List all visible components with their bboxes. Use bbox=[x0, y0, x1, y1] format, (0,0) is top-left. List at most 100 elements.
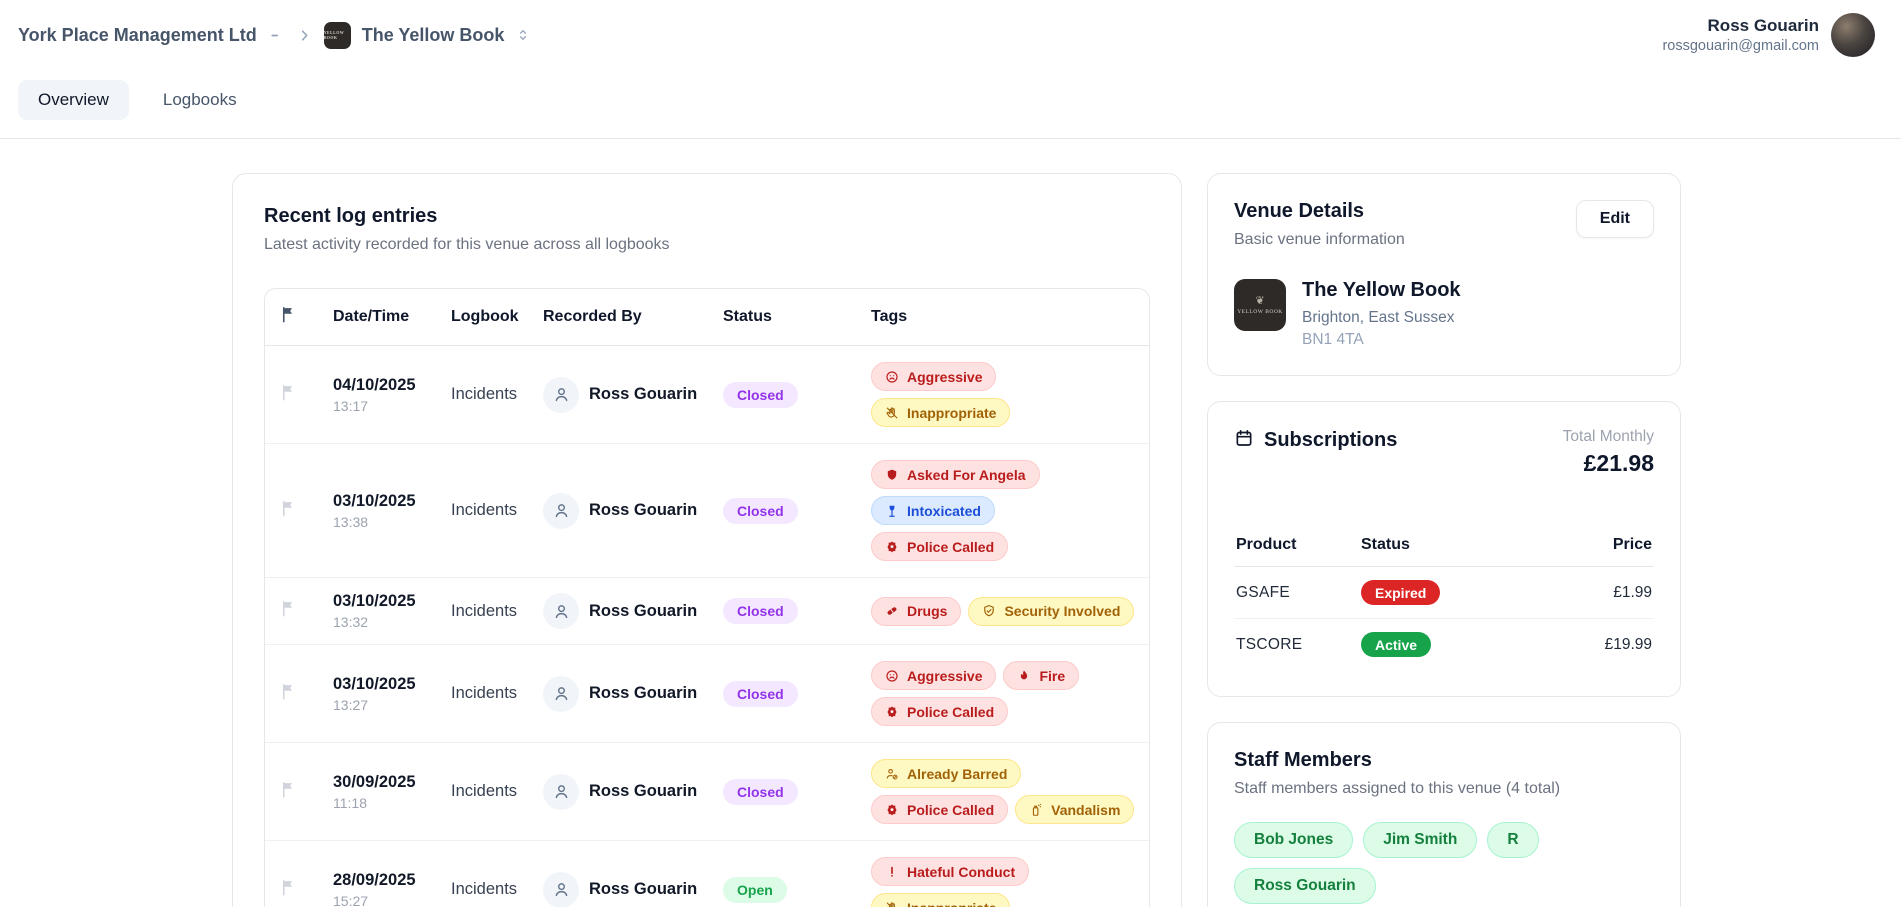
venue-logo: ❦ YELLOW BOOK bbox=[1234, 279, 1286, 331]
police-badge-icon bbox=[885, 803, 899, 817]
col-sub-status: Status bbox=[1361, 536, 1410, 553]
subscription-row: TSCORE Active £19.99 bbox=[1234, 619, 1654, 670]
flame-icon bbox=[1017, 669, 1031, 683]
calendar-icon bbox=[1234, 428, 1254, 453]
subscription-product: GSAFE bbox=[1236, 583, 1291, 601]
entry-logbook: Incidents bbox=[451, 601, 518, 620]
shield-icon bbox=[885, 468, 899, 482]
tag-label: Hateful Conduct bbox=[907, 863, 1016, 880]
flag-icon[interactable] bbox=[279, 878, 333, 902]
entry-tags: Aggressive Inappropriate bbox=[871, 360, 1139, 429]
venue-postcode: BN1 4TA bbox=[1302, 331, 1364, 348]
frown-icon bbox=[885, 370, 899, 384]
person-icon bbox=[543, 492, 579, 529]
tag-police-called: Police Called bbox=[871, 532, 1009, 561]
subscription-product: TSCORE bbox=[1236, 635, 1303, 653]
table-row[interactable]: 04/10/2025 13:17 Incidents Ross Gouarin … bbox=[265, 346, 1149, 444]
entry-recorded-by: Ross Gouarin bbox=[589, 601, 698, 620]
tag-label: Inappropriate bbox=[907, 900, 996, 907]
venue-details-card: Venue Details Basic venue information Ed… bbox=[1207, 173, 1681, 376]
tag-security-involved: Security Involved bbox=[968, 596, 1135, 626]
entry-tags: Aggressive Fire Police Called bbox=[871, 659, 1139, 728]
breadcrumb-venue[interactable]: The Yellow Book bbox=[361, 24, 505, 45]
exclamation-icon bbox=[885, 865, 899, 879]
tab-logbooks[interactable]: Logbooks bbox=[162, 90, 237, 109]
tag-label: Inappropriate bbox=[907, 404, 997, 421]
entry-time: 13:32 bbox=[333, 614, 369, 630]
person-slash-icon bbox=[885, 767, 899, 781]
user-email: rossgouarin@gmail.com bbox=[1662, 38, 1819, 54]
flag-icon[interactable] bbox=[279, 599, 333, 623]
entry-date: 28/09/2025 bbox=[333, 870, 416, 889]
col-tags: Tags bbox=[871, 308, 908, 325]
person-icon bbox=[543, 871, 579, 907]
entry-recorded-by: Ross Gouarin bbox=[589, 684, 698, 702]
entry-tags: Drugs Security Involved bbox=[871, 595, 1139, 628]
tag-label: Already Barred bbox=[907, 765, 1008, 782]
entry-tags: Already Barred Police Called Vandalism bbox=[871, 757, 1139, 826]
tab-overview[interactable]: Overview bbox=[18, 80, 129, 120]
col-logbook: Logbook bbox=[451, 308, 519, 325]
tag-police-called: Police Called bbox=[871, 697, 1009, 726]
staff-chip-ross-gouarin: Ross Gouarin bbox=[1234, 868, 1376, 904]
tag-intoxicated: Intoxicated bbox=[871, 496, 995, 525]
table-row[interactable]: 03/10/2025 13:38 Incidents Ross Gouarin … bbox=[265, 444, 1149, 578]
flag-icon[interactable] bbox=[279, 499, 333, 523]
entry-date: 04/10/2025 bbox=[333, 375, 416, 394]
entry-tags: Asked For Angela Intoxicated Police Called bbox=[871, 458, 1139, 563]
venue-logo-small: YELLOW BOOK bbox=[323, 21, 351, 49]
dash-icon bbox=[268, 27, 285, 44]
venue-details-title: Venue Details bbox=[1234, 200, 1365, 222]
tag-label: Vandalism bbox=[1051, 801, 1121, 818]
subscription-price: £1.99 bbox=[1613, 583, 1652, 601]
subscription-row: GSAFE Expired £1.99 bbox=[1234, 567, 1654, 619]
entry-recorded-by: Ross Gouarin bbox=[589, 880, 698, 898]
venue-location: Brighton, East Sussex bbox=[1302, 309, 1455, 326]
flag-icon[interactable] bbox=[279, 383, 333, 407]
tag-already-barred: Already Barred bbox=[871, 759, 1022, 788]
log-table-header: Date/Time Logbook Recorded By Status Tag… bbox=[265, 289, 1149, 346]
entry-time: 13:27 bbox=[333, 696, 369, 713]
entry-logbook: Incidents bbox=[451, 385, 518, 403]
tag-inappropriate: Inappropriate bbox=[871, 398, 1011, 427]
entry-logbook: Incidents bbox=[451, 880, 518, 898]
tag-label: Police Called bbox=[907, 703, 995, 720]
entry-time: 13:38 bbox=[333, 513, 369, 530]
table-row[interactable]: 03/10/2025 13:27 Incidents Ross Gouarin … bbox=[265, 645, 1149, 743]
col-product: Product bbox=[1236, 536, 1297, 553]
user-block: Ross Gouarin rossgouarin@gmail.com bbox=[1662, 13, 1875, 57]
status-badge: Open bbox=[723, 876, 787, 903]
entry-recorded-by: Ross Gouarin bbox=[589, 385, 698, 403]
subscription-status-badge: Expired bbox=[1361, 580, 1441, 605]
pill-icon bbox=[885, 604, 899, 618]
user-avatar[interactable] bbox=[1831, 13, 1875, 57]
flag-icon[interactable] bbox=[279, 682, 333, 706]
wine-icon bbox=[885, 504, 899, 518]
entry-time: 15:27 bbox=[333, 892, 369, 907]
flag-icon[interactable] bbox=[279, 780, 333, 804]
staff-chip-jim-smith: Jim Smith bbox=[1363, 822, 1478, 858]
table-row[interactable]: 28/09/2025 15:27 Incidents Ross Gouarin … bbox=[265, 841, 1149, 907]
staff-subtitle: Staff members assigned to this venue (4 … bbox=[1234, 780, 1561, 797]
page-content: Recent log entries Latest activity recor… bbox=[0, 139, 1901, 907]
police-badge-icon bbox=[885, 540, 899, 554]
tag-label: Security Involved bbox=[1004, 603, 1121, 619]
tag-aggressive: Aggressive bbox=[871, 661, 997, 690]
breadcrumb-org[interactable]: York Place Management Ltd bbox=[18, 24, 257, 45]
entry-date: 03/10/2025 bbox=[333, 674, 416, 693]
tag-label: Police Called bbox=[907, 538, 995, 555]
entry-recorded-by: Ross Gouarin bbox=[589, 501, 698, 519]
chevrons-up-down-icon[interactable] bbox=[515, 27, 531, 43]
tag-label: Aggressive bbox=[907, 667, 983, 684]
table-row[interactable]: 03/10/2025 13:32 Incidents Ross Gouarin … bbox=[265, 578, 1149, 645]
col-recorded-by: Recorded By bbox=[543, 308, 642, 325]
subscription-status-badge: Active bbox=[1361, 632, 1432, 657]
person-icon bbox=[543, 593, 579, 629]
entry-date: 03/10/2025 bbox=[333, 491, 416, 510]
edit-button[interactable]: Edit bbox=[1575, 200, 1654, 238]
tag-drugs: Drugs bbox=[871, 596, 962, 626]
tag-label: Asked For Angela bbox=[907, 466, 1026, 483]
entry-recorded-by: Ross Gouarin bbox=[589, 782, 698, 800]
police-badge-icon bbox=[885, 705, 899, 719]
table-row[interactable]: 30/09/2025 11:18 Incidents Ross Gouarin … bbox=[265, 743, 1149, 841]
